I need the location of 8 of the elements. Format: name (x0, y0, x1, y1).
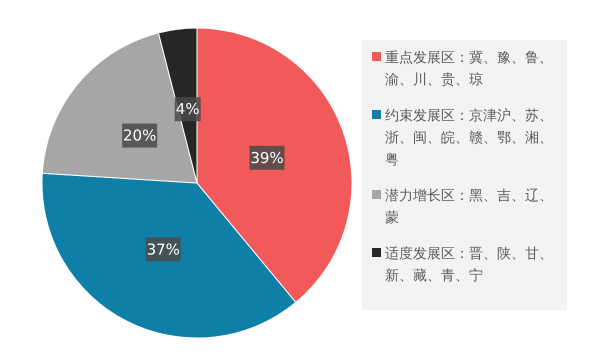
legend-label: 潜力增长区：黑、吉、辽、蒙 (385, 188, 553, 226)
data-label: 37% (146, 240, 180, 258)
legend-label: 适度发展区：晋、陕、甘、新、藏、青、宁 (385, 246, 553, 284)
legend-label: 重点发展区：冀、豫、鲁、渝、川、贵、琼 (385, 50, 553, 88)
data-label: 39% (250, 148, 284, 167)
data-label: 20% (123, 126, 156, 145)
data-label: 4% (176, 100, 200, 118)
legend-label: 约束发展区：京津沪、苏、浙、闽、皖、赣、鄂、湘、粤 (385, 108, 553, 168)
